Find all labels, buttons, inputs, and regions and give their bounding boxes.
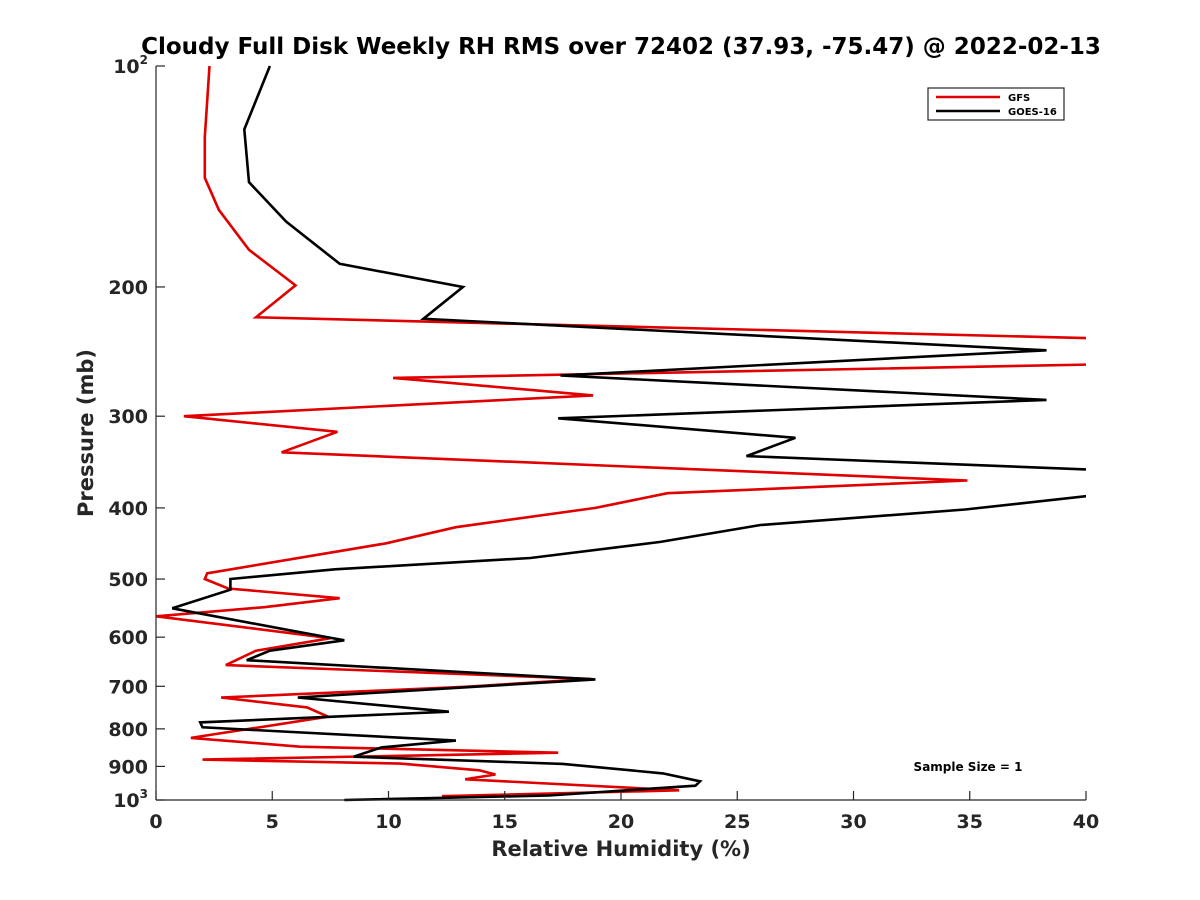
y-tick-label: 200 [108,277,148,299]
y-tick-label: 900 [108,756,148,778]
x-tick-label: 15 [492,811,518,833]
y-tick-label: 500 [108,569,148,591]
x-tick-label: 10 [375,811,401,833]
y-tick-label: 102 [113,53,148,78]
legend: GFS GOES-16 [927,87,1065,121]
x-tick-label: 0 [149,811,162,833]
axes-layer: 0 5 10 15 20 25 30 35 40 102 200 300 400 500 600 700 800… [108,53,1099,833]
sample-size-annotation: Sample Size = 1 [914,760,1023,774]
x-tick-label: 40 [1073,811,1099,833]
y-tick-label: 300 [108,406,148,428]
x-tick-label: 35 [957,811,983,833]
series-line-goes-16 [171,65,1086,802]
chart-title: Cloudy Full Disk Weekly RH RMS over 7240… [141,34,1101,60]
x-tick-label: 5 [266,811,279,833]
x-tick-label: 25 [724,811,750,833]
legend-label-gfs: GFS [1008,93,1030,104]
y-tick-label: 600 [108,627,148,649]
legend-label-goes-16: GOES-16 [1008,107,1057,118]
y-tick-label: 103 [113,787,148,812]
y-tick-label: 800 [108,719,148,741]
y-tick-label: 700 [108,676,148,698]
series-line-gfs [156,65,1086,798]
legend-box [927,87,1065,121]
x-tick-label: 20 [608,811,634,833]
y-axis-label: Pressure (mb) [74,349,98,517]
series-layer [156,65,1086,802]
x-axis-label: Relative Humidity (%) [491,837,750,861]
y-tick-label: 400 [108,498,148,520]
x-tick-label: 30 [840,811,866,833]
